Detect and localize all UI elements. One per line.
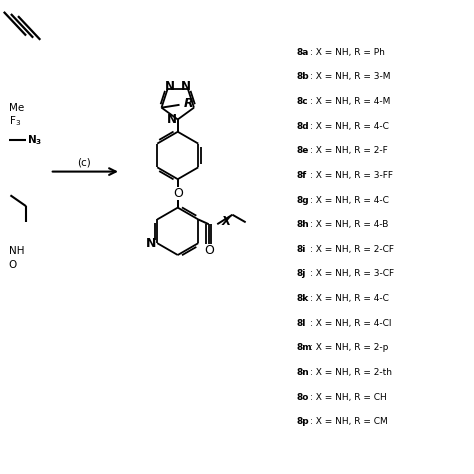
Text: : X = NH, R = 3-CF: : X = NH, R = 3-CF — [310, 270, 394, 278]
Text: : X = NH, R = 2-CF: : X = NH, R = 2-CF — [310, 245, 394, 254]
Text: N: N — [181, 80, 191, 93]
Text: 8c: 8c — [296, 97, 308, 106]
Text: : X = NH, R = 4-C: : X = NH, R = 4-C — [310, 196, 389, 204]
Text: : X = NH, R = 4-C: : X = NH, R = 4-C — [310, 122, 389, 130]
Text: (c): (c) — [77, 157, 91, 167]
Text: 8j: 8j — [296, 270, 306, 278]
Text: 8o: 8o — [296, 393, 309, 401]
Text: $\mathbf{N_3}$: $\mathbf{N_3}$ — [27, 133, 42, 147]
Text: 8f: 8f — [296, 171, 307, 180]
Text: 8a: 8a — [296, 48, 309, 56]
Text: : X = NH, R = CH: : X = NH, R = CH — [310, 393, 387, 401]
Text: 8k: 8k — [296, 294, 309, 303]
Text: : X = NH, R = 2-th: : X = NH, R = 2-th — [310, 368, 392, 377]
Text: N: N — [166, 113, 177, 126]
Text: 8d: 8d — [296, 122, 309, 130]
Text: : X = NH, R = Ph: : X = NH, R = Ph — [310, 48, 385, 56]
Text: O: O — [9, 260, 17, 271]
Text: 8m: 8m — [296, 344, 312, 352]
Text: : X = NH, R = 3-FF: : X = NH, R = 3-FF — [310, 171, 393, 180]
Text: X: X — [222, 215, 231, 228]
Text: : X = NH, R = 2-p: : X = NH, R = 2-p — [310, 344, 389, 352]
Text: NH: NH — [9, 246, 24, 256]
Text: 8e: 8e — [296, 146, 309, 155]
Text: 8p: 8p — [296, 418, 309, 426]
Text: N: N — [146, 237, 156, 250]
Text: R: R — [184, 97, 193, 110]
Text: O: O — [204, 244, 214, 257]
Text: 8n: 8n — [296, 368, 309, 377]
Text: 8g: 8g — [296, 196, 309, 204]
Text: O: O — [173, 187, 182, 200]
Text: : X = NH, R = 4-Cl: : X = NH, R = 4-Cl — [310, 319, 392, 328]
Text: : X = NH, R = 4-C: : X = NH, R = 4-C — [310, 294, 389, 303]
Text: : X = NH, R = 4-M: : X = NH, R = 4-M — [310, 97, 391, 106]
Text: : X = NH, R = 3-M: : X = NH, R = 3-M — [310, 73, 391, 81]
Text: N: N — [165, 80, 175, 93]
Text: : X = NH, R = 2-F: : X = NH, R = 2-F — [310, 146, 388, 155]
Text: F$_3$: F$_3$ — [9, 114, 21, 128]
Text: 8h: 8h — [296, 220, 309, 229]
Text: 8l: 8l — [296, 319, 306, 328]
Text: : X = NH, R = 4-B: : X = NH, R = 4-B — [310, 220, 389, 229]
Text: 8i: 8i — [296, 245, 306, 254]
Text: 8b: 8b — [296, 73, 309, 81]
Text: : X = NH, R = CM: : X = NH, R = CM — [310, 418, 388, 426]
Text: Me: Me — [9, 103, 24, 113]
